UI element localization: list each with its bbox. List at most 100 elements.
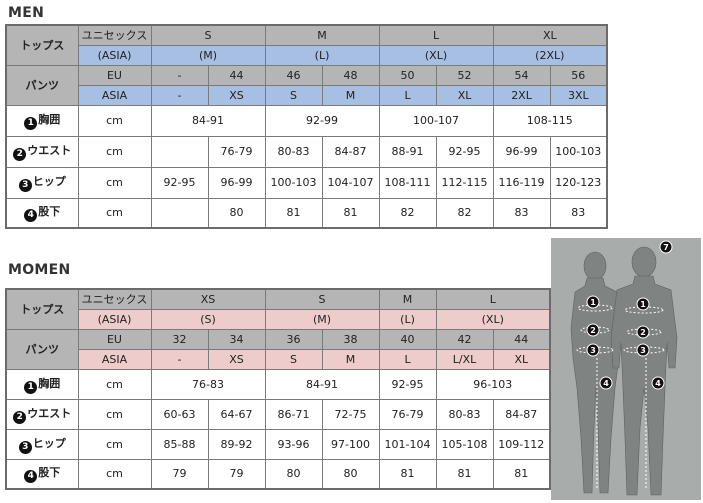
men-inseam-value: 82 [435,197,494,229]
marker-2-male: 2 [640,328,646,337]
female-silhouette-icon [570,251,622,494]
number-3-icon: 3 [18,179,32,192]
women-inseam-value: 81 [492,458,551,490]
women-inseam-value: 81 [435,458,494,490]
women-eu-size: 36 [264,328,323,350]
women-pants-label: パンツ [5,328,79,370]
men-waist-value: 84-87 [321,135,380,168]
men-asia-size: 3XL [549,84,608,106]
women-top-asia: (XL) [435,308,551,330]
women-inseam-unit: cm [77,458,152,490]
men-inseam-value: 81 [264,197,323,229]
marker-3-male: 3 [640,346,646,355]
women-hip-value: 93-96 [264,428,323,460]
number-4-icon: 4 [24,209,38,223]
number-2-icon: 2 [13,148,27,161]
men-eu-size: - [150,64,209,86]
men-inseam-value: 80 [207,197,266,229]
men-hip-label: ヒップ [32,175,66,188]
men-waist-value: 88-91 [378,135,437,168]
men-hip-row-label: 3 ヒップ [5,166,79,199]
women-chest-value: 84-91 [264,368,380,400]
women-waist-value: 64-67 [207,398,266,430]
marker-4-female: 4 [603,379,609,388]
women-waist-value: 86-71 [264,398,323,430]
women-tops-label: トップス [5,288,79,330]
women-waist-value: 60-63 [150,398,209,430]
women-asia-size: M [321,348,380,370]
men-inseam-unit: cm [77,197,152,229]
women-asia-label: (ASIA) [77,308,152,330]
women-chest-unit: cm [77,368,152,400]
men-section-title: MEN [8,5,45,21]
men-eu-size: 50 [378,64,437,86]
women-asia-size: - [150,348,209,370]
marker-3-female: 3 [590,346,596,355]
women-section-title: MOMEN [8,262,71,278]
men-hip-value: 96-99 [207,166,266,199]
women-waist-value: 76-79 [378,398,437,430]
women-hip-value: 105-108 [435,428,494,460]
men-hip-value: 108-111 [378,166,437,199]
women-inseam-value: 80 [264,458,323,490]
men-hip-value: 112-115 [435,166,494,199]
men-unisex-label: ユニセックス [77,24,152,46]
men-chest-value: 100-107 [378,104,494,137]
women-hip-value: 97-100 [321,428,380,460]
women-inseam-row-label: 4 股下 [5,458,79,490]
women-waist-value: 80-83 [435,398,494,430]
women-waist-label: ウエスト [27,406,72,420]
women-top-asia: (M) [264,308,380,330]
women-asia-size: XS [207,348,266,370]
men-inseam-value: 83 [492,197,551,229]
men-top-asia: (2XL) [492,44,608,66]
women-chest-label: 胸囲 [38,376,61,390]
men-top-size: L [378,24,494,46]
women-asia-size: L/XL [435,348,494,370]
men-hip-unit: cm [77,166,152,199]
women-inseam-value: 80 [321,458,380,490]
men-asia-size: XS [207,84,266,106]
number-1-icon: 1 [24,117,38,130]
marker-4-male: 4 [655,379,661,388]
women-top-size: M [378,288,437,310]
figure-marker-icons: 1 2 3 4 1 2 3 4 7 [586,240,673,390]
men-asia-size: L [378,84,437,106]
men-waist-value: 96-99 [492,135,551,168]
women-unisex-label: ユニセックス [77,288,152,310]
men-pants-label: パンツ [5,64,79,106]
women-eu-size: 38 [321,328,380,350]
women-hip-value: 85-88 [150,428,209,460]
men-chest-label: 胸囲 [38,113,61,126]
women-waist-row-label: 2 ウエスト [5,398,79,430]
men-top-asia: (L) [264,44,380,66]
men-tops-label: トップス [5,24,79,66]
male-silhouette-icon [610,246,678,496]
women-hip-unit: cm [77,428,152,460]
men-top-asia: (XL) [378,44,494,66]
men-hip-value: 104-107 [321,166,380,199]
men-top-asia: (M) [150,44,266,66]
men-waist-row-label: 2 ウエスト [5,135,79,168]
men-asia-size: 2XL [492,84,551,106]
women-eu-size: 34 [207,328,266,350]
men-hip-value: 116-119 [492,166,551,199]
men-asia2-label: ASIA [77,84,152,106]
men-top-size: XL [492,24,608,46]
men-inseam-value: 83 [549,197,608,229]
women-inseam-value: 79 [207,458,266,490]
women-size-table: トップス ユニセックス XS S M L (ASIA) (S) (M) (L) … [5,288,552,490]
men-chest-unit: cm [77,104,152,137]
men-eu-size: 56 [549,64,608,86]
men-inseam-label: 股下 [38,205,61,219]
women-top-asia: (S) [150,308,266,330]
women-asia-size: XL [492,348,551,370]
women-chest-value: 92-95 [378,368,437,400]
women-inseam-value: 79 [150,458,209,490]
men-hip-value: 100-103 [264,166,323,199]
men-waist-value: 80-83 [264,135,323,168]
women-chest-value: 96-103 [435,368,551,400]
men-eu-size: 54 [492,64,551,86]
women-eu-size: 40 [378,328,437,350]
women-asia-size: L [378,348,437,370]
